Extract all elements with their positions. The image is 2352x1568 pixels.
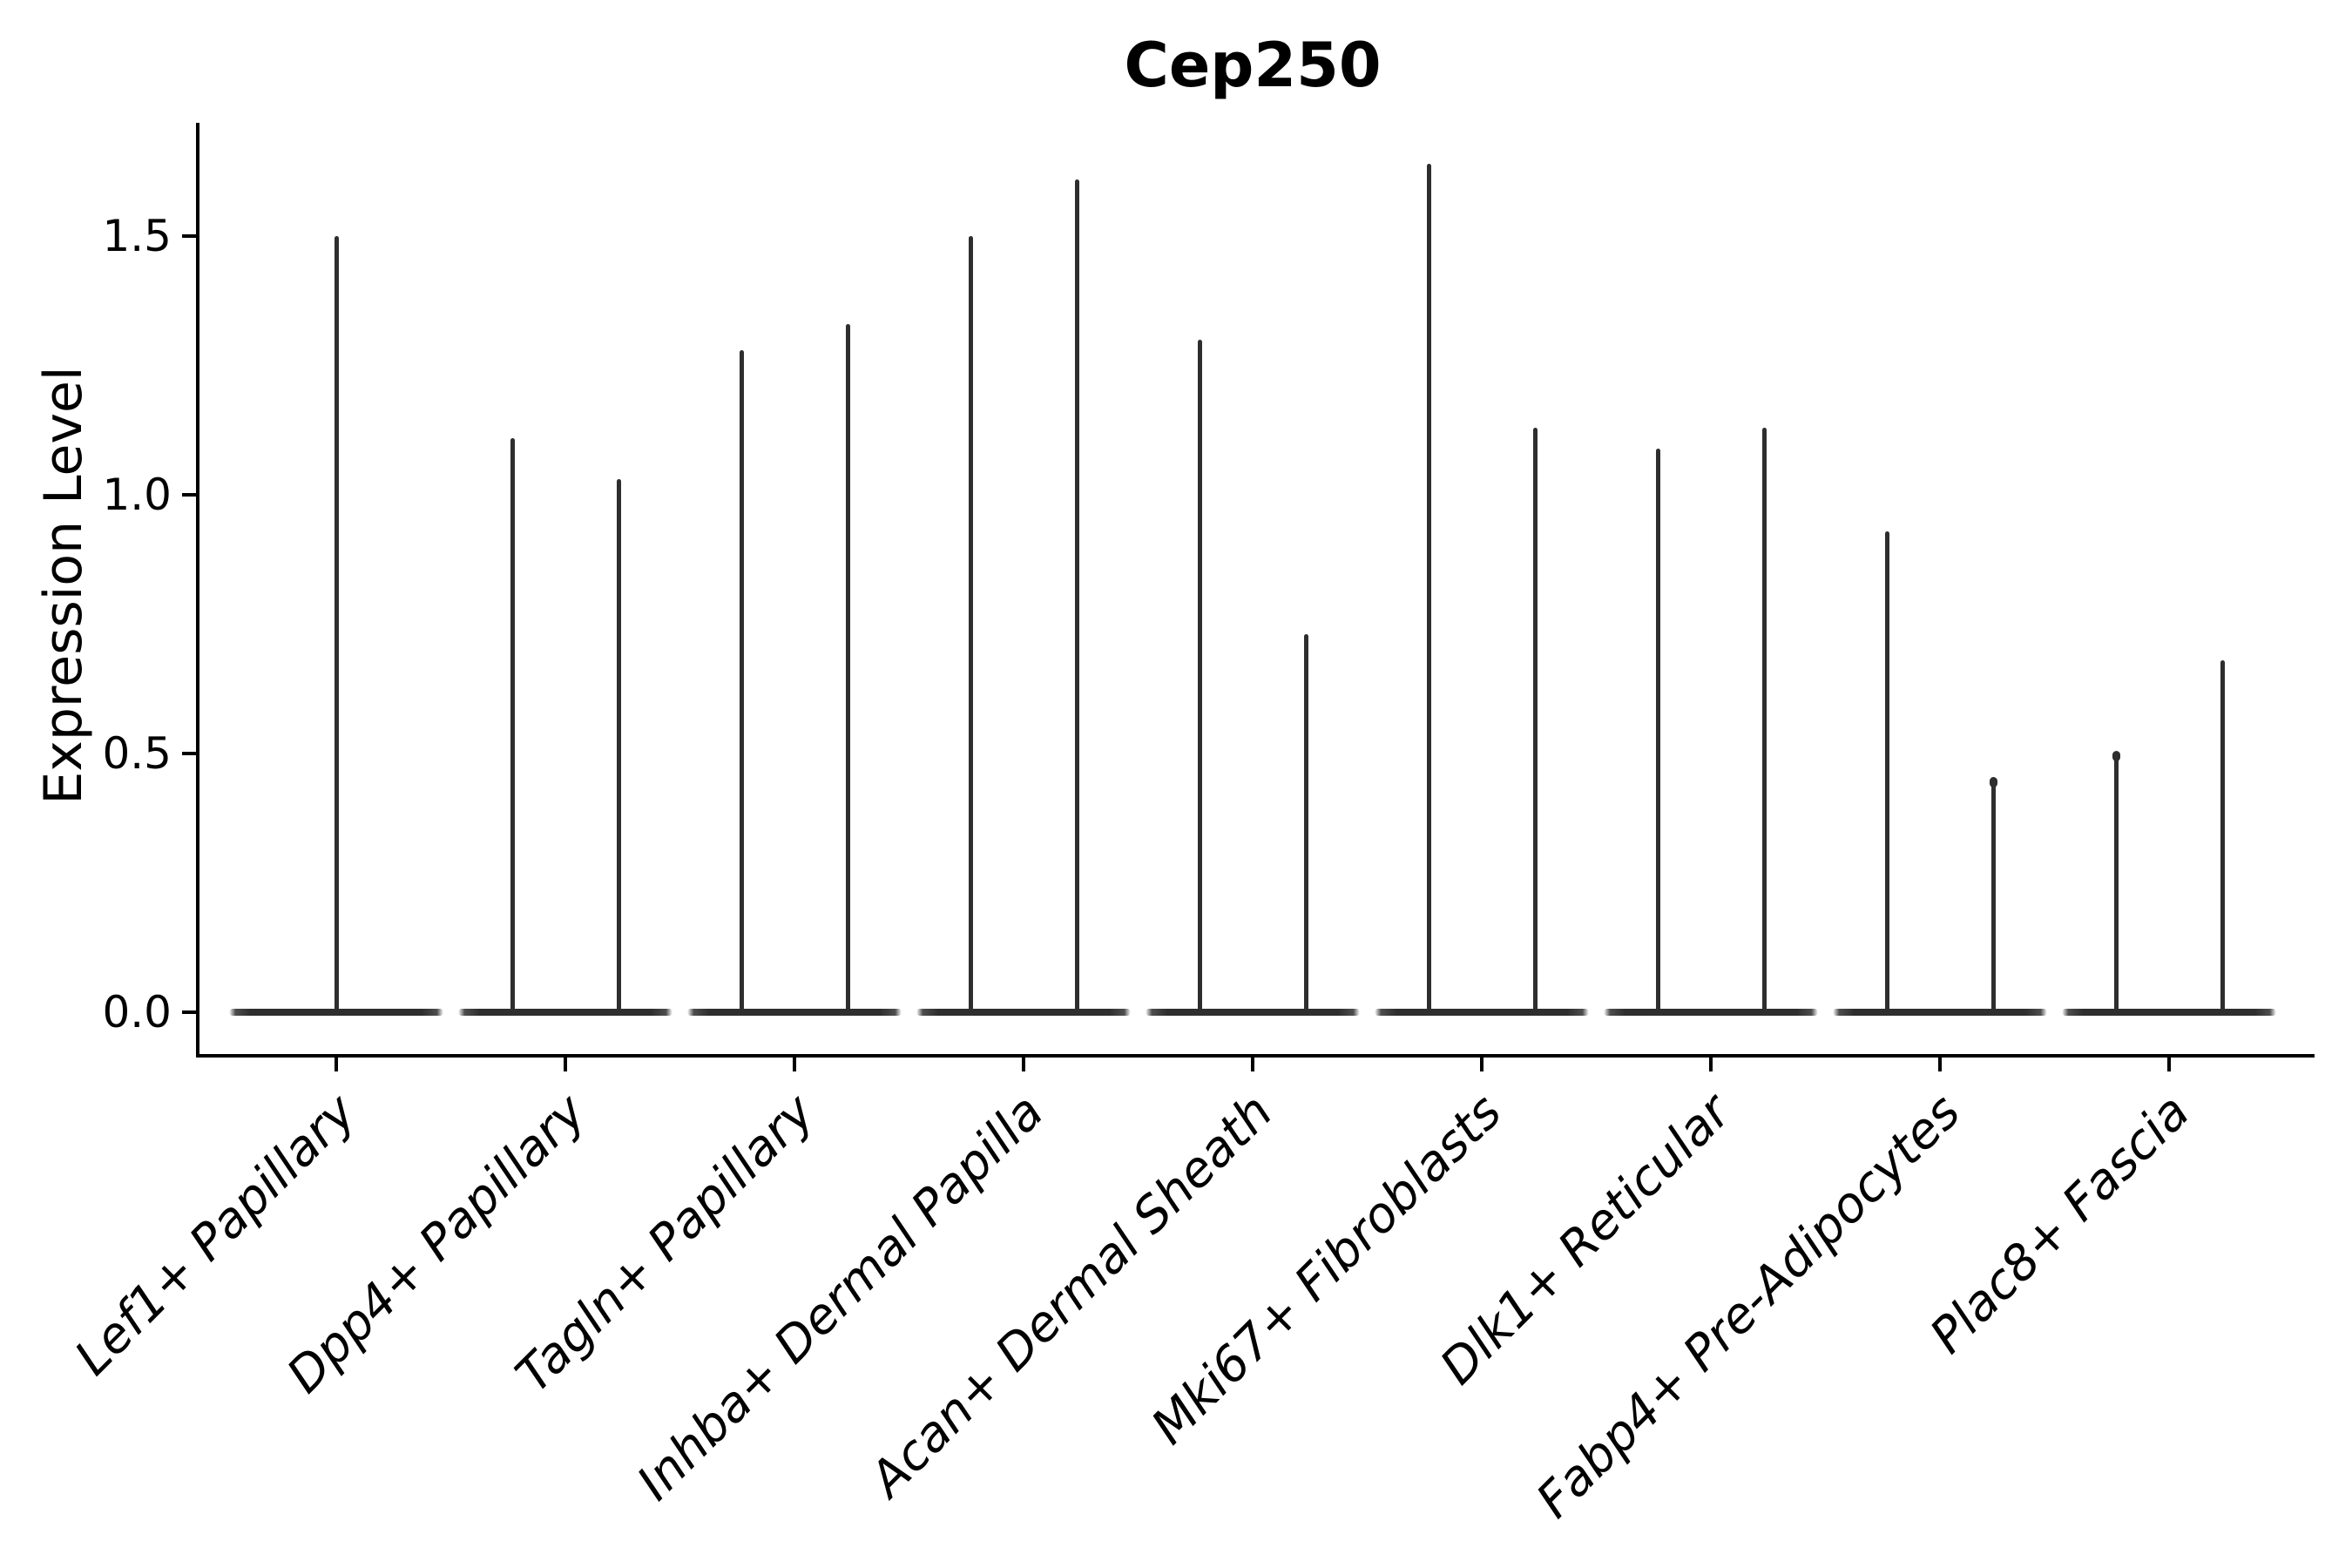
y-tick (182, 1010, 196, 1014)
y-tick-label: 0.5 (102, 728, 172, 779)
x-tick-label: Acan+ Dermal Sheath (859, 1083, 1284, 1508)
violin-spike (510, 437, 515, 1016)
x-tick (1022, 1056, 1025, 1071)
violin-base (1604, 1009, 1818, 1016)
violin-base (2062, 1009, 2276, 1016)
violin-spike (1655, 448, 1660, 1016)
y-axis-label: Expression Level (33, 366, 94, 805)
y-tick-label: 1.5 (102, 211, 172, 261)
violin-base (458, 1009, 672, 1016)
violin-spike (2113, 754, 2119, 1016)
x-tick (1251, 1056, 1254, 1071)
violin-spike (845, 323, 850, 1016)
violin-spike (1303, 634, 1308, 1016)
violin-base (1375, 1009, 1589, 1016)
violin-spike (1532, 427, 1538, 1016)
x-tick (2167, 1056, 2171, 1071)
x-tick (793, 1056, 796, 1071)
violin-base (687, 1009, 902, 1016)
y-tick (182, 752, 196, 755)
y-tick-label: 0.0 (102, 987, 172, 1037)
x-tick-label: Fabp4+ Pre-Adipocytes (1525, 1083, 1971, 1530)
x-tick (1938, 1056, 1942, 1071)
y-tick (182, 493, 196, 497)
x-tick (564, 1056, 567, 1071)
y-tick-label: 1.0 (102, 470, 172, 520)
violin-spike (1761, 427, 1767, 1016)
violin-spike-cap-dot (1989, 776, 1997, 787)
x-tick (1480, 1056, 1484, 1071)
violin-spike-cap-dot (2112, 751, 2120, 761)
violin-spike (616, 479, 621, 1016)
x-tick-label: Inhba+ Dermal Papilla (626, 1083, 1055, 1511)
plot-title: Cep250 (1124, 30, 1382, 101)
violin-spike (334, 236, 339, 1016)
violin-base (1833, 1009, 2047, 1016)
x-tick (1709, 1056, 1713, 1071)
violin-spike (1426, 163, 1431, 1016)
violin-spike (739, 349, 744, 1016)
violin-base (1146, 1009, 1360, 1016)
violin-spike (1074, 179, 1079, 1016)
x-tick (335, 1056, 338, 1071)
violin-spike (1884, 531, 1889, 1016)
violin-spike (968, 236, 973, 1016)
y-axis-spine (196, 123, 199, 1058)
violin-base (916, 1009, 1131, 1016)
violin-spike (2220, 660, 2225, 1016)
x-axis-spine (196, 1054, 2315, 1058)
violin-spike (1197, 339, 1202, 1016)
y-tick (182, 234, 196, 238)
violin-spike (1990, 779, 1996, 1016)
